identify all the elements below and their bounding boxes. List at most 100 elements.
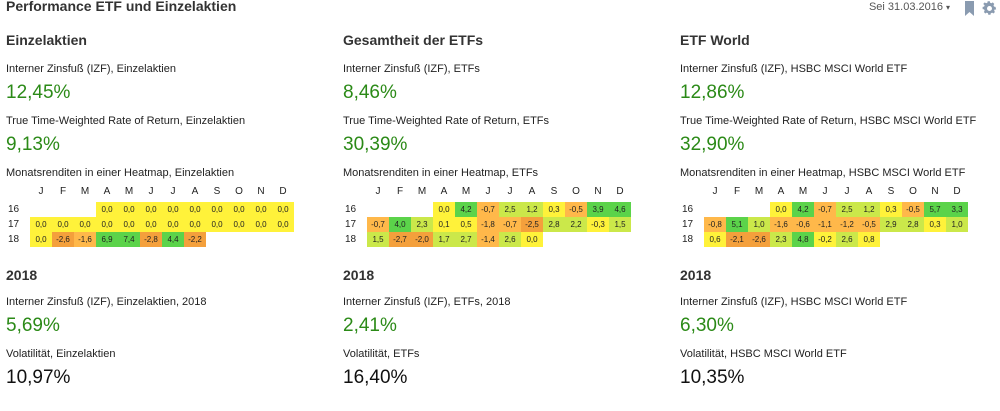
- heatmap-cell[interactable]: 4,8: [792, 232, 814, 247]
- heatmap-cell[interactable]: 4,2: [455, 202, 477, 217]
- heatmap-cell[interactable]: 0,5: [455, 217, 477, 232]
- heatmap-year-label: 16: [8, 204, 20, 215]
- heatmap-cell[interactable]: 5,7: [924, 202, 946, 217]
- heatmap-cell[interactable]: 0,0: [96, 217, 118, 232]
- heatmap-cell[interactable]: -0,3: [587, 217, 609, 232]
- heatmap-cell[interactable]: 6,9: [96, 232, 118, 247]
- volatility-label: Volatilität, Einzelaktien: [6, 348, 116, 360]
- heatmap-cell[interactable]: 2,2: [565, 217, 587, 232]
- heatmap-cell[interactable]: -2,7: [389, 232, 411, 247]
- bookmark-icon[interactable]: [965, 1, 974, 16]
- heatmap-cell[interactable]: -1,6: [770, 217, 792, 232]
- heatmap-cell[interactable]: 0,0: [250, 217, 272, 232]
- heatmap-cell[interactable]: -0,7: [814, 202, 836, 217]
- heatmap-cell[interactable]: -0,8: [704, 217, 726, 232]
- heatmap-cell[interactable]: 2,9: [880, 217, 902, 232]
- heatmap-cell[interactable]: 1,0: [748, 217, 770, 232]
- heatmap-cell[interactable]: -2,6: [52, 232, 74, 247]
- heatmap-cell[interactable]: 3,3: [946, 202, 968, 217]
- heatmap-cell[interactable]: 0,0: [52, 217, 74, 232]
- heatmap-cell[interactable]: 4,6: [609, 202, 631, 217]
- heatmap-cell[interactable]: 0,0: [184, 202, 206, 217]
- heatmap-cell[interactable]: 0,6: [704, 232, 726, 247]
- heatmap-cell[interactable]: 1,5: [367, 232, 389, 247]
- heatmap-cell[interactable]: 0,0: [250, 202, 272, 217]
- heatmap-month-label: J: [844, 186, 850, 197]
- heatmap-cell[interactable]: -1,2: [836, 217, 858, 232]
- heatmap-cell[interactable]: 0,0: [74, 217, 96, 232]
- heatmap-cell[interactable]: 2,7: [455, 232, 477, 247]
- heatmap-cell[interactable]: -0,5: [858, 217, 880, 232]
- heatmap-cell[interactable]: -2,5: [521, 217, 543, 232]
- heatmap-cell[interactable]: -2,0: [411, 232, 433, 247]
- heatmap-cell[interactable]: 0,0: [228, 217, 250, 232]
- heatmap-cell[interactable]: 0,0: [118, 217, 140, 232]
- heatmap-cell[interactable]: 4,2: [792, 202, 814, 217]
- heatmap-cell[interactable]: 0,1: [433, 217, 455, 232]
- heatmap-cell[interactable]: 0,0: [228, 202, 250, 217]
- heatmap-cell[interactable]: -0,7: [499, 217, 521, 232]
- heatmap-cell[interactable]: 0,0: [162, 217, 184, 232]
- heatmap-cell[interactable]: -0,2: [814, 232, 836, 247]
- heatmap-cell[interactable]: 2,6: [499, 232, 521, 247]
- heatmap-cell[interactable]: 0,3: [543, 202, 565, 217]
- heatmap-cell[interactable]: -0,5: [565, 202, 587, 217]
- heatmap-cell[interactable]: 0,0: [272, 202, 294, 217]
- heatmap-cell[interactable]: -0,7: [367, 217, 389, 232]
- heatmap-cell[interactable]: 2,6: [836, 232, 858, 247]
- heatmap-cell[interactable]: 2,5: [499, 202, 521, 217]
- heatmap-cell[interactable]: 0,3: [924, 217, 946, 232]
- heatmap-cell[interactable]: 0,0: [96, 202, 118, 217]
- heatmap-cell[interactable]: -1,6: [74, 232, 96, 247]
- heatmap-cell[interactable]: 2,3: [770, 232, 792, 247]
- heatmap-cell[interactable]: -2,2: [184, 232, 206, 247]
- heatmap-cell[interactable]: -1,4: [477, 232, 499, 247]
- heatmap-cell[interactable]: -0,7: [477, 202, 499, 217]
- heatmap-cell[interactable]: 2,5: [836, 202, 858, 217]
- heatmap-cell[interactable]: -2,8: [140, 232, 162, 247]
- heatmap-cell[interactable]: 0,0: [30, 217, 52, 232]
- heatmap-cell[interactable]: -1,1: [814, 217, 836, 232]
- heatmap-cell[interactable]: 1,7: [433, 232, 455, 247]
- heatmap-cell[interactable]: 0,0: [206, 217, 228, 232]
- gear-icon[interactable]: [981, 0, 998, 17]
- heatmap-cell[interactable]: -2,6: [748, 232, 770, 247]
- heatmap-cell[interactable]: 1,2: [521, 202, 543, 217]
- heatmap-cell[interactable]: -0,5: [902, 202, 924, 217]
- heatmap-cell[interactable]: 0,0: [770, 202, 792, 217]
- heatmap-cell[interactable]: 1,0: [946, 217, 968, 232]
- heatmap-cell[interactable]: 2,3: [411, 217, 433, 232]
- heatmap-cell[interactable]: 0,0: [30, 232, 52, 247]
- heatmap-cell[interactable]: 0,0: [521, 232, 543, 247]
- heatmap-cell[interactable]: 0,0: [162, 202, 184, 217]
- heatmap-cell[interactable]: 1,2: [858, 202, 880, 217]
- heatmap-cell[interactable]: 0,0: [272, 217, 294, 232]
- heatmap-cell[interactable]: 0,0: [433, 202, 455, 217]
- heatmap-month-label: S: [887, 186, 895, 197]
- heatmap-cell[interactable]: 2,8: [543, 217, 565, 232]
- heatmap-cell[interactable]: 2,8: [902, 217, 924, 232]
- heatmap-cell[interactable]: 4,0: [389, 217, 411, 232]
- heatmap-month-label: A: [191, 186, 199, 197]
- heatmap-cell[interactable]: 1,5: [609, 217, 631, 232]
- heatmap-cell[interactable]: -1,8: [477, 217, 499, 232]
- heatmap-cell[interactable]: 3,9: [587, 202, 609, 217]
- heatmap-cell[interactable]: 0,8: [858, 232, 880, 247]
- heatmap-year-label: 16: [345, 204, 357, 215]
- heatmap-cell[interactable]: -2,1: [726, 232, 748, 247]
- heatmap-cell[interactable]: 0,0: [118, 202, 140, 217]
- reporting-date-dropdown[interactable]: Sei 31.03.2016 ▾: [869, 1, 950, 13]
- heatmap-cell[interactable]: 7,4: [118, 232, 140, 247]
- heatmap-cell[interactable]: 0,0: [140, 217, 162, 232]
- year-heading: 2018: [6, 267, 38, 283]
- heatmap-cell[interactable]: 0,0: [140, 202, 162, 217]
- heatmap-month-label: D: [953, 186, 961, 197]
- heatmap-cell[interactable]: 0,3: [880, 202, 902, 217]
- heatmap-cell[interactable]: 4,4: [162, 232, 184, 247]
- heatmap-cell[interactable]: -0,6: [792, 217, 814, 232]
- heatmap-month-label: O: [909, 186, 917, 197]
- heatmap-cell[interactable]: 0,0: [184, 217, 206, 232]
- heatmap-cell[interactable]: 5,1: [726, 217, 748, 232]
- heatmap-cell[interactable]: 0,0: [206, 202, 228, 217]
- volatility-value: 16,40%: [343, 367, 408, 388]
